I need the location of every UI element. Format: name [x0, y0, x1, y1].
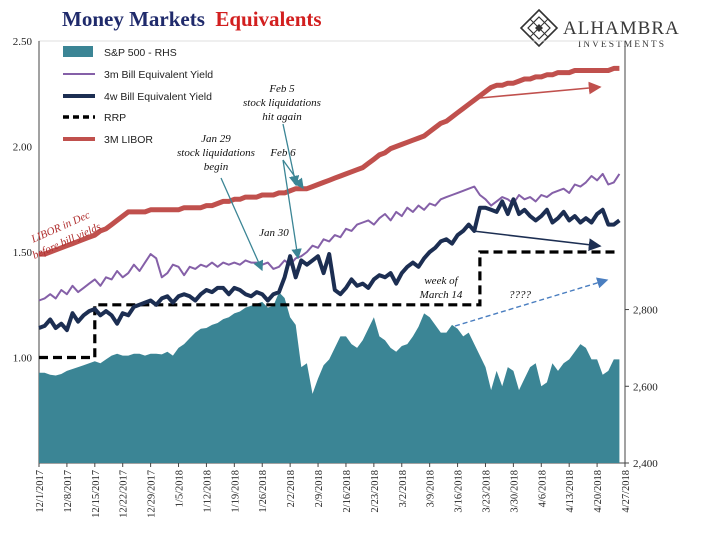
x-tick-label: 12/1/2017: [35, 470, 46, 513]
series-rrp-line: [39, 250, 620, 360]
y-ticks: 1.00 1.50 2.00 2.50 2,400 2,600 2,800: [13, 36, 659, 470]
legend-label-3m-bill: 3m Bill Equivalent Yield: [104, 69, 213, 81]
arrow-4w-trend: [472, 230, 602, 252]
title-part2: Equivalents: [215, 7, 321, 31]
x-tick-label: 2/9/2018: [314, 470, 325, 507]
anno-feb5-line2: stock liquidations: [243, 97, 321, 109]
anno-jan29-line3: begin: [204, 161, 229, 173]
anno-jan30: Jan 30: [259, 227, 289, 239]
anno-feb5-line1: Feb 5: [268, 83, 295, 95]
anno-jan29-line1: Jan 29: [201, 133, 231, 145]
y-right-tick-label: 2,600: [633, 381, 658, 393]
y-right-tick-label: 2,400: [633, 458, 658, 470]
series-sp500-area: [39, 292, 620, 463]
anno-feb5-line3: hit again: [262, 111, 302, 123]
x-tick-label: 3/30/2018: [509, 470, 520, 513]
x-tick-label: 1/12/2018: [202, 470, 213, 513]
x-tick-label: 1/5/2018: [175, 470, 186, 507]
sp500-area-series: [39, 292, 620, 463]
legend-label-sp500: S&P 500 - RHS: [104, 47, 177, 59]
x-tick-label: 2/16/2018: [342, 470, 353, 513]
anno-feb6: Feb 6: [269, 147, 296, 159]
y-right-tick-label: 2,800: [633, 305, 658, 317]
x-tick-label: 1/26/2018: [258, 470, 269, 513]
logo-name: ALHAMBRA: [563, 18, 680, 39]
legend-swatch-sp500: [63, 46, 93, 57]
legend: S&P 500 - RHS 3m Bill Equivalent Yield 4…: [63, 46, 213, 146]
anno-week-line1: week of: [424, 275, 459, 287]
x-tick-label: 2/2/2018: [286, 470, 297, 507]
legend-label-rrp: RRP: [104, 112, 126, 124]
diamond-lattice-icon: [519, 8, 559, 48]
legend-label-libor: 3M LIBOR: [104, 134, 153, 146]
x-tick-label: 4/13/2018: [565, 470, 576, 513]
anno-jan29-line2: stock liquidations: [177, 147, 255, 159]
logo-subtitle: INVESTMENTS: [578, 40, 666, 50]
y-left-tick-label: 2.50: [13, 36, 33, 48]
x-tick-label: 3/23/2018: [482, 470, 493, 513]
arrow-libor-trend: [479, 81, 602, 99]
arrow-rrp-trend: [454, 277, 609, 327]
x-tick-label: 3/9/2018: [426, 470, 437, 507]
arrow-jan29: [220, 177, 264, 272]
x-ticks: 12/1/2017 12/8/2017 12/15/2017 12/22/2017 12…: [35, 463, 632, 518]
x-tick-label: 12/15/2017: [91, 470, 102, 518]
x-tick-label: 4/6/2018: [537, 470, 548, 507]
arrow-feb5: [282, 123, 300, 187]
line-series: [38, 65, 621, 360]
x-tick-label: 3/2/2018: [398, 470, 409, 507]
y-left-tick-label: 1.00: [13, 353, 33, 365]
alhambra-logo: ALHAMBRA INVESTMENTS: [519, 8, 680, 50]
chart-title: Money Markets Equivalents: [62, 7, 322, 31]
legend-label-4w-bill: 4w Bill Equivalent Yield: [104, 91, 212, 103]
title-part1: Money Markets: [62, 7, 205, 31]
arrow-feb6-to-4w: [282, 159, 302, 260]
series-libor-line: [39, 65, 620, 257]
x-tick-label: 2/23/2018: [370, 470, 381, 513]
x-tick-label: 1/19/2018: [230, 470, 241, 513]
y-left-tick-label: 1.50: [13, 247, 33, 259]
series-3m-bill-line: [38, 172, 621, 302]
x-tick-label: 4/27/2018: [621, 470, 632, 513]
anno-question: ????: [509, 289, 532, 301]
x-tick-label: 3/16/2018: [454, 470, 465, 513]
x-tick-label: 4/20/2018: [593, 470, 604, 513]
x-tick-label: 12/22/2017: [119, 470, 130, 518]
x-tick-label: 12/29/2017: [147, 470, 158, 518]
series-4w-bill-line: [38, 197, 621, 333]
x-tick-label: 12/8/2017: [63, 470, 74, 513]
y-left-tick-label: 2.00: [13, 142, 33, 154]
anno-week-line2: March 14: [419, 289, 463, 301]
